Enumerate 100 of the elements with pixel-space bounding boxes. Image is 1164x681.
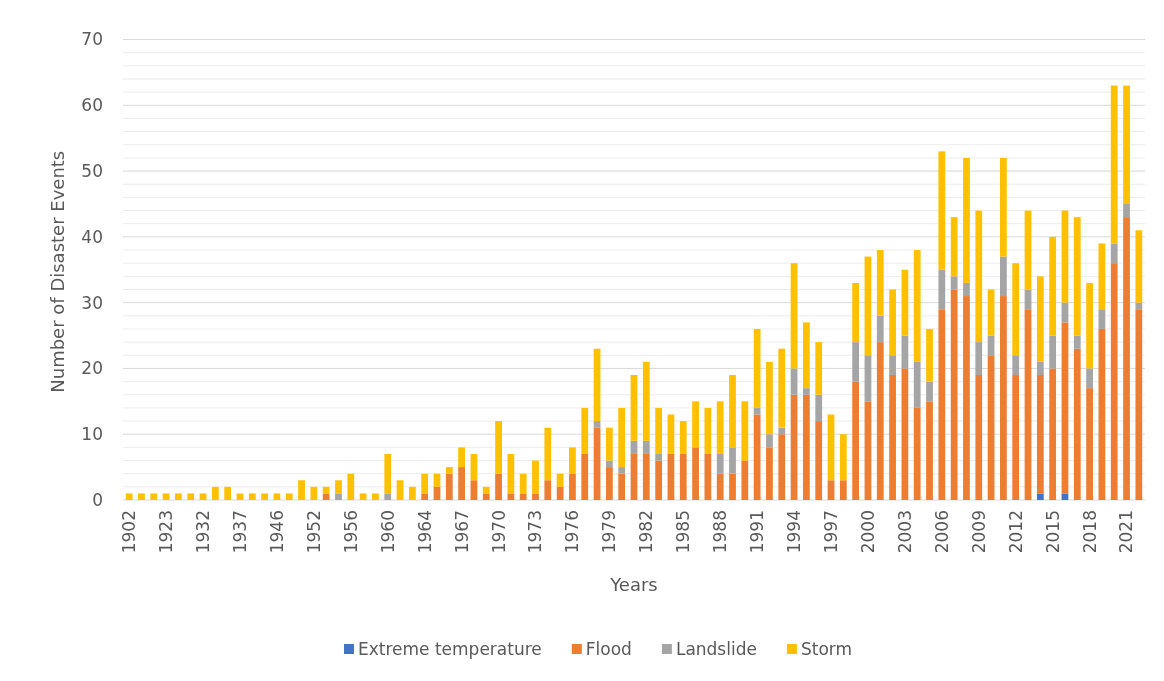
bar xyxy=(716,473,724,500)
bar xyxy=(569,447,576,474)
bar xyxy=(876,315,884,343)
legend-label: Landslide xyxy=(675,638,757,659)
bar xyxy=(1012,355,1020,376)
bar xyxy=(827,480,835,500)
bar xyxy=(519,493,527,500)
x-tick-label: 1976 xyxy=(562,510,583,554)
bar xyxy=(950,289,958,500)
bar xyxy=(753,414,761,500)
bar xyxy=(876,342,884,500)
legend-label: Flood xyxy=(585,638,632,659)
bar xyxy=(581,453,589,500)
bar xyxy=(1000,157,1007,257)
bar xyxy=(975,375,983,500)
bar xyxy=(482,493,490,500)
x-tick-label: 2012 xyxy=(1005,510,1026,554)
bar xyxy=(1086,282,1093,369)
bar xyxy=(753,407,761,415)
bar xyxy=(778,434,786,500)
bar xyxy=(716,401,724,454)
bar xyxy=(605,427,613,461)
x-tick-label: 1991 xyxy=(747,510,768,554)
bar xyxy=(655,460,663,500)
y-tick-label: 50 xyxy=(81,161,103,182)
bar xyxy=(963,157,970,283)
bar xyxy=(581,407,589,454)
bar xyxy=(285,493,293,500)
bar xyxy=(507,493,515,500)
x-tick-label: 2015 xyxy=(1042,510,1063,554)
bar xyxy=(569,473,576,500)
bar xyxy=(1135,302,1143,310)
bar xyxy=(187,493,195,500)
bar xyxy=(335,493,342,500)
bar xyxy=(950,276,958,290)
y-tick-label: 20 xyxy=(81,358,103,379)
x-tick-label: 1970 xyxy=(488,510,509,554)
bar xyxy=(1061,493,1069,500)
y-tick-label: 0 xyxy=(92,489,103,510)
bar xyxy=(1049,236,1057,336)
bar xyxy=(692,401,699,448)
bar xyxy=(544,480,552,500)
bar xyxy=(236,493,244,500)
bar xyxy=(175,493,182,500)
y-tick-label: 10 xyxy=(81,424,103,445)
bar xyxy=(384,453,392,494)
bar xyxy=(1086,368,1093,389)
bar xyxy=(975,210,983,343)
x-tick-label: 2018 xyxy=(1079,510,1100,554)
bar xyxy=(729,473,736,500)
bar xyxy=(138,493,145,500)
bar xyxy=(224,486,232,500)
bar xyxy=(556,473,564,487)
bar xyxy=(482,486,490,494)
bar xyxy=(803,322,810,389)
y-tick-label: 40 xyxy=(81,226,103,247)
bar xyxy=(1110,85,1118,244)
x-tick-label: 2006 xyxy=(931,510,952,554)
bar xyxy=(1012,375,1020,500)
bar xyxy=(211,486,219,500)
y-tick-label: 70 xyxy=(81,29,103,50)
bar xyxy=(347,473,355,500)
bar xyxy=(445,467,453,474)
x-axis-title: Years xyxy=(609,574,658,596)
x-tick-label: 1967 xyxy=(451,510,472,554)
bar xyxy=(938,269,946,310)
bar xyxy=(852,381,860,500)
bar xyxy=(1086,388,1093,500)
bar xyxy=(1135,309,1143,500)
bar xyxy=(618,473,626,500)
y-tick-label: 30 xyxy=(81,292,103,313)
bar xyxy=(248,493,256,500)
x-tick-label: 2009 xyxy=(968,510,989,554)
bar xyxy=(889,375,896,500)
bar xyxy=(1098,309,1106,329)
bar xyxy=(679,421,687,454)
bar xyxy=(766,447,773,500)
bar xyxy=(519,473,527,494)
bar xyxy=(729,375,736,448)
bar xyxy=(642,361,650,441)
bar xyxy=(963,282,970,297)
bar xyxy=(495,473,502,500)
bar xyxy=(1000,256,1007,297)
bar xyxy=(532,493,539,500)
bar xyxy=(913,250,921,362)
bar xyxy=(815,421,823,500)
bar xyxy=(1110,263,1118,500)
bar xyxy=(889,289,896,356)
bar xyxy=(642,440,650,454)
bar xyxy=(1073,348,1081,500)
bar xyxy=(421,493,429,500)
bar xyxy=(618,407,626,468)
bar xyxy=(310,486,318,500)
bar xyxy=(199,493,207,500)
bar xyxy=(359,493,367,500)
bar xyxy=(741,401,749,461)
bar xyxy=(421,473,429,494)
bar xyxy=(938,151,946,270)
bar xyxy=(803,388,810,395)
x-tick-label: 2000 xyxy=(857,510,878,554)
